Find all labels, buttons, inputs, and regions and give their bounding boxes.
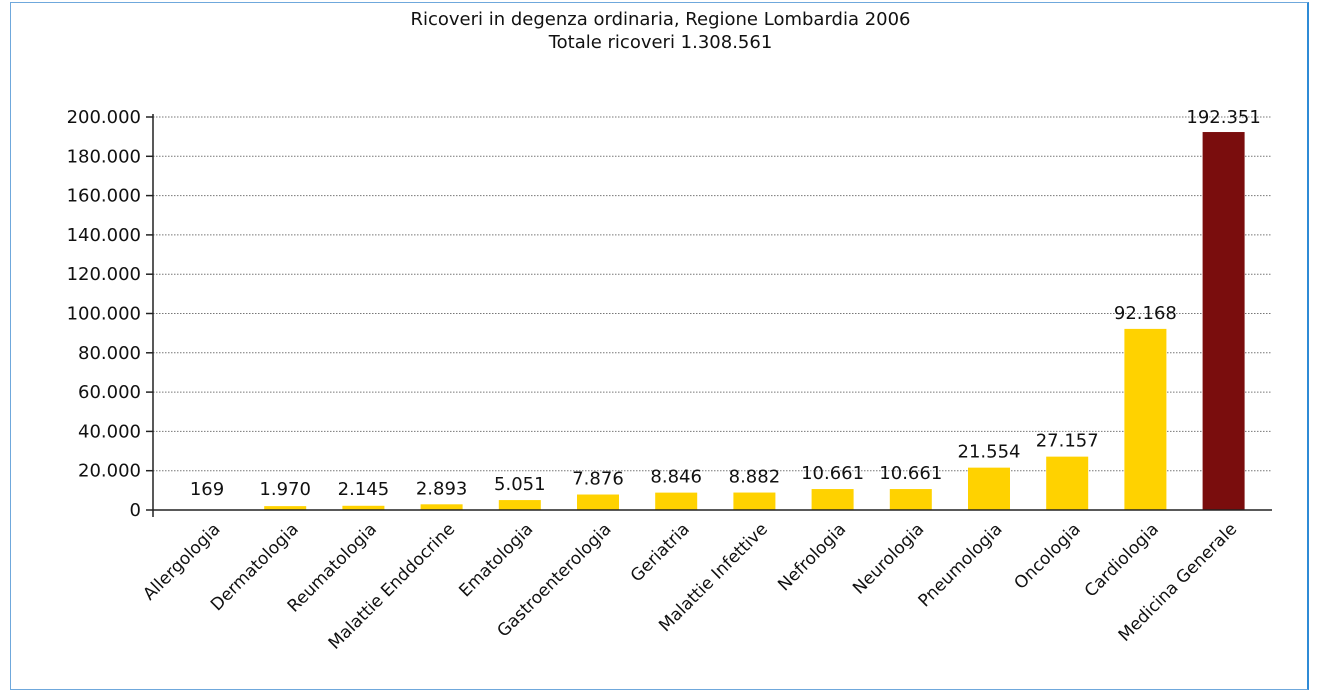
category-label: Pneumologia (915, 519, 1007, 611)
category-label: Cardiologia (1081, 519, 1163, 601)
y-tick-label: 60.000 (78, 382, 141, 403)
data-label: 10.661 (879, 463, 942, 484)
y-tick-label: 100.000 (67, 304, 141, 325)
bar (577, 494, 619, 510)
bar (889, 489, 932, 510)
data-label: 8.846 (650, 467, 702, 488)
category-label: Geriatria (627, 519, 694, 586)
bar (733, 492, 776, 510)
y-tick-label: 0 (130, 500, 141, 521)
bar (1124, 328, 1167, 510)
category-label: Neurologia (849, 519, 928, 598)
y-tick-label: 180.000 (67, 146, 141, 167)
data-label: 10.661 (801, 463, 864, 484)
axes (152, 114, 1272, 517)
y-tick-label: 40.000 (78, 421, 141, 442)
bar (498, 500, 541, 510)
y-tick-label: 120.000 (67, 264, 141, 285)
bars (186, 132, 1245, 511)
y-tick-label: 80.000 (78, 343, 141, 364)
data-label: 27.157 (1036, 431, 1099, 452)
bar (420, 504, 463, 510)
category-label: Ematologia (455, 519, 537, 601)
data-label: 2.893 (416, 478, 468, 499)
chart-title: Ricoveri in degenza ordinaria, Regione L… (410, 9, 911, 30)
data-label: 8.882 (729, 467, 781, 488)
data-label: 21.554 (958, 442, 1021, 463)
category-labels: AllergologiaDermatologiaReumatologiaMala… (139, 519, 1241, 653)
data-label: 7.876 (572, 469, 624, 490)
bar (811, 489, 854, 510)
y-tick-label: 200.000 (67, 107, 141, 128)
bar (1046, 456, 1089, 510)
category-label: Oncologia (1011, 519, 1085, 593)
chart-subtitle: Totale ricoveri 1.308.561 (548, 32, 773, 53)
chart-title-block: Ricoveri in degenza ordinaria, Regione L… (0, 8, 1321, 54)
data-label: 192.351 (1186, 107, 1260, 128)
category-label: Allergologia (139, 519, 224, 604)
y-axis-ticks: 0 20.000 40.000 60.000 80.000 100.000 120.000 1… (67, 107, 153, 521)
data-label: 1.970 (259, 479, 311, 500)
y-tick-label: 20.000 (78, 461, 141, 482)
bar (264, 506, 307, 510)
category-label: Malattie Enddocrine (325, 519, 459, 653)
bar (655, 492, 698, 510)
data-label: 2.145 (338, 479, 390, 500)
y-tick-label: 140.000 (67, 225, 141, 246)
data-label: 169 (190, 479, 224, 500)
y-tick-label: 160.000 (67, 186, 141, 207)
bar (968, 467, 1010, 510)
data-label: 5.051 (494, 474, 546, 495)
data-label: 92.168 (1114, 303, 1177, 324)
gridlines (153, 116, 1272, 472)
data-labels: 169 1.970 2.145 2.893 5.051 7.876 8.846 8.882 10… (190, 107, 1261, 500)
bar (342, 505, 385, 510)
bar (1202, 132, 1245, 511)
category-label: Nefrologia (774, 519, 850, 595)
